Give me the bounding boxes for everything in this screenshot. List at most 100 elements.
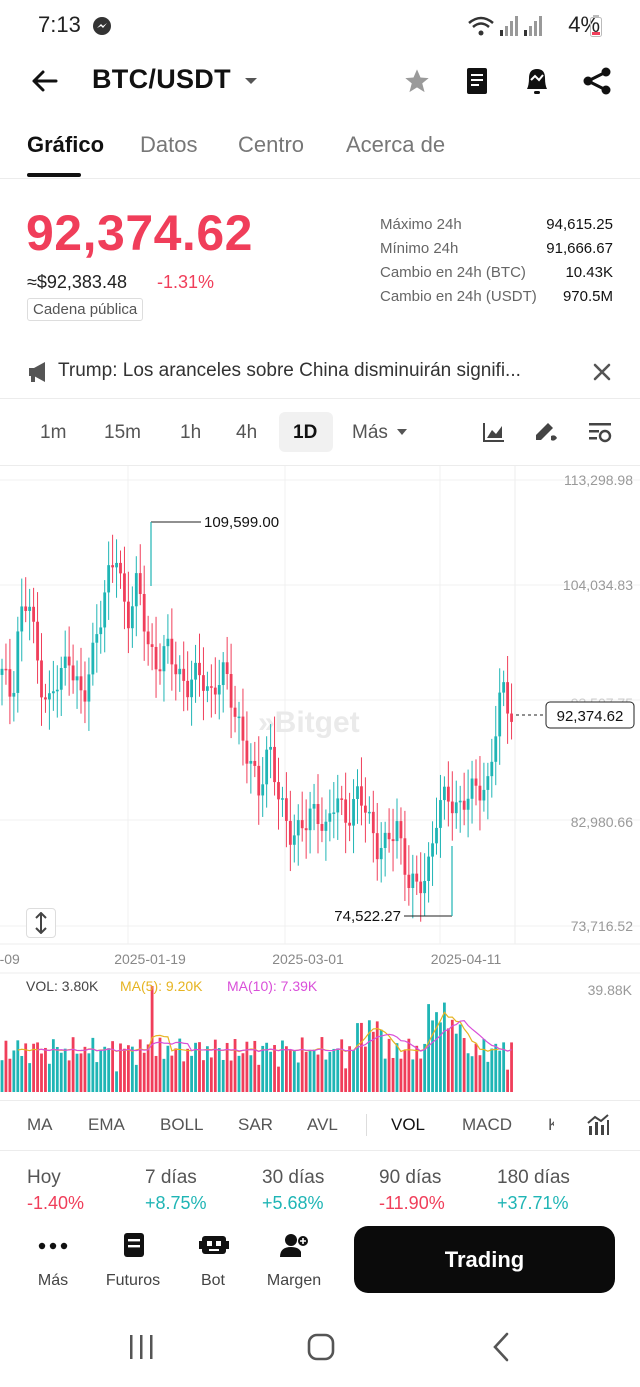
volume-bar — [478, 1055, 482, 1092]
indicator-ma[interactable]: MA — [27, 1115, 53, 1134]
timeframe-1h[interactable]: 1h — [180, 422, 202, 443]
timeframe-1d[interactable]: 1D — [293, 422, 318, 443]
candle-body — [206, 686, 209, 691]
ma5-label: MA(5): 9.20K — [120, 978, 203, 994]
candle-body — [312, 804, 316, 809]
share-icon[interactable] — [580, 64, 614, 98]
tab-acerca-de[interactable]: Acerca de — [346, 132, 446, 157]
volume-bar — [482, 1038, 486, 1092]
candle-body — [91, 642, 95, 675]
notebook-icon[interactable] — [462, 64, 492, 98]
tab-grafico[interactable]: Gráfico — [27, 132, 105, 157]
expand-vertical-icon[interactable] — [26, 908, 56, 938]
candle-body — [107, 565, 111, 593]
candle-body — [285, 798, 288, 821]
volume-bar — [336, 1048, 340, 1092]
stat-label: Cambio en 24h (USDT) — [380, 288, 537, 305]
volume-bar — [277, 1066, 280, 1092]
candle-body — [115, 562, 118, 568]
dropdown-caret-icon[interactable] — [242, 72, 260, 90]
timeframe-1m[interactable]: 1m — [40, 422, 67, 443]
volume-bar — [281, 1040, 284, 1092]
tab-centro[interactable]: Centro — [238, 132, 305, 157]
margin-icon[interactable] — [277, 1230, 311, 1260]
messenger-icon — [93, 17, 111, 35]
timeframe-4h[interactable]: 4h — [236, 422, 258, 443]
candle-body — [213, 687, 217, 695]
action-futuros[interactable]: Futuros — [105, 1272, 161, 1289]
low-label: 74,522.27 — [334, 908, 401, 925]
volume-bar — [288, 1050, 292, 1092]
candle-body — [466, 798, 470, 810]
candle-body — [277, 782, 280, 800]
indicator-settings-icon[interactable] — [584, 1111, 612, 1139]
action-mas[interactable]: Más — [37, 1272, 69, 1289]
indicator-ema[interactable]: EMA — [88, 1115, 125, 1134]
timeframe-15m[interactable]: 15m — [104, 422, 141, 443]
action-margen[interactable]: Margen — [266, 1272, 322, 1289]
bot-icon[interactable] — [197, 1230, 231, 1260]
volume-bar — [209, 1057, 213, 1092]
volume-bar — [194, 1042, 197, 1092]
tab-datos[interactable]: Datos — [140, 132, 198, 157]
indicator-kdj[interactable]: K — [548, 1115, 554, 1134]
back-nav-icon[interactable] — [486, 1322, 516, 1372]
chain-badge[interactable]: Cadena pública — [27, 298, 144, 321]
star-icon[interactable] — [402, 66, 432, 96]
volume-bar — [454, 1033, 458, 1092]
indicator-macd[interactable]: MACD — [462, 1115, 513, 1134]
news-ticker[interactable]: Trump: Los aranceles sobre China disminu… — [58, 360, 521, 381]
volume-bar — [83, 1046, 87, 1092]
volume-bar — [71, 1037, 75, 1092]
candle-body — [391, 839, 395, 842]
candle-body — [379, 847, 383, 860]
candle-body — [198, 662, 201, 676]
indicator-vol[interactable]: VOL — [391, 1115, 426, 1134]
volume-bar — [59, 1052, 63, 1092]
candle-body — [8, 669, 12, 697]
candle-body — [383, 832, 387, 848]
current-price-box — [545, 701, 635, 729]
home-icon[interactable] — [303, 1322, 339, 1372]
action-bot[interactable]: Bot — [200, 1272, 225, 1289]
candle-body — [340, 798, 344, 800]
recent-apps-icon[interactable] — [126, 1322, 158, 1372]
timeframe-more[interactable]: Más — [352, 422, 388, 443]
candle-body — [150, 644, 154, 647]
volume-bar — [367, 1020, 371, 1092]
candle-body — [51, 691, 55, 694]
volume-bar — [158, 1037, 162, 1092]
volume-bar — [320, 1037, 324, 1092]
volume-bar — [154, 1055, 158, 1092]
volume-bar — [123, 1048, 126, 1092]
volume-bar — [356, 1023, 359, 1092]
indicator-boll[interactable]: BOLL — [160, 1115, 204, 1134]
volume-bar — [213, 1039, 217, 1092]
candle-body — [119, 562, 122, 574]
more-dots-icon[interactable] — [37, 1232, 69, 1260]
candle-body — [59, 667, 63, 690]
volume-bar — [8, 1058, 12, 1092]
chart-type-icon[interactable] — [480, 418, 508, 446]
chart-settings-icon[interactable] — [586, 418, 614, 446]
volume-bar — [446, 1028, 450, 1092]
candle-body — [237, 716, 241, 719]
trading-button[interactable]: Trading — [354, 1226, 615, 1293]
close-icon[interactable] — [588, 358, 616, 386]
back-arrow-icon[interactable] — [28, 64, 60, 98]
candle-body — [55, 689, 59, 692]
alert-bell-icon[interactable] — [520, 64, 554, 98]
candle-body — [316, 804, 320, 824]
futures-icon[interactable] — [118, 1230, 150, 1260]
candle-body — [245, 740, 249, 764]
indicator-avl[interactable]: AVL — [307, 1115, 338, 1134]
indicator-sar[interactable]: SAR — [238, 1115, 273, 1134]
drawing-tool-icon[interactable] — [532, 418, 560, 446]
candle-body — [83, 690, 87, 702]
pair-title[interactable]: BTC/USDT — [92, 64, 231, 94]
volume-bar — [245, 1041, 249, 1092]
candle-body — [32, 606, 35, 622]
volume-bar — [498, 1050, 502, 1092]
price-chart[interactable]: »Bitget 113,298.98 104,034.83 82,980.66 73,7… — [0, 466, 640, 1096]
volume-bar — [198, 1042, 201, 1092]
